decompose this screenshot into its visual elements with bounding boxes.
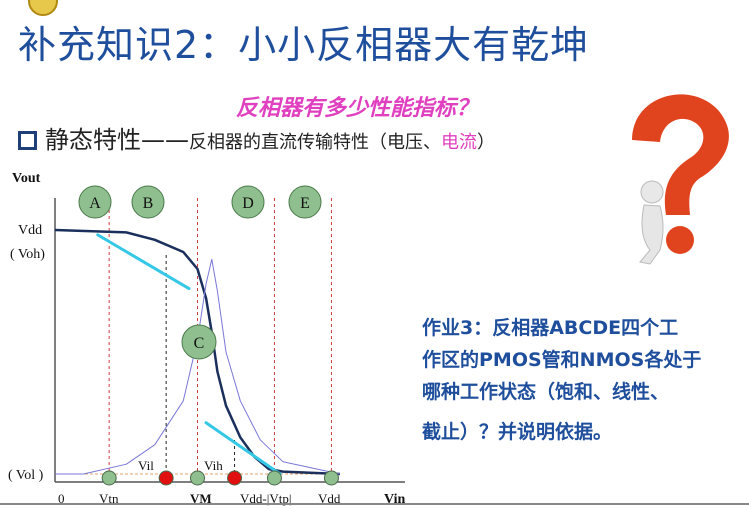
region-b-label: B xyxy=(143,195,154,212)
y-label-vdd: Vdd xyxy=(18,223,42,238)
homework-text: 作业3：反相器ABCDE四个工 作区的PMOS管和NMOS各处于 哪种工作状态（… xyxy=(422,312,749,448)
homework-line-1: 作业3：反相器ABCDE四个工 xyxy=(422,317,679,339)
point-label-vih: Vih xyxy=(204,458,223,473)
homework-line-2: 作区的PMOS管和NMOS各处于 xyxy=(422,349,702,371)
x-tick-vm: VM xyxy=(190,491,212,506)
region-b: B xyxy=(131,185,165,219)
y-label-vol: ( Vol ) xyxy=(8,468,44,483)
region-c: C xyxy=(181,324,217,360)
y-axis-label: Vout xyxy=(12,171,41,186)
region-d: D xyxy=(231,185,265,219)
slide-title: 补充知识2：小小反相器大有乾坤 xyxy=(18,23,590,67)
region-e-label: E xyxy=(300,195,310,212)
region-a-label: A xyxy=(89,195,101,212)
marker-vih xyxy=(227,470,243,486)
tangent-line-2 xyxy=(204,421,282,476)
region-d-label: D xyxy=(242,195,254,212)
y-label-voh: ( Voh) xyxy=(10,247,45,262)
region-a: A xyxy=(78,185,112,219)
bullet-static-characteristics: 静态特性——反相器的直流传输特性（电压、电流） xyxy=(18,120,495,155)
x-tick-0: 0 xyxy=(58,491,65,506)
marker-vdd xyxy=(323,470,339,486)
region-c-label: C xyxy=(194,335,205,352)
homework-line-4: 截止）？并说明依据。 xyxy=(422,421,613,443)
series-line-current xyxy=(55,258,341,475)
question-mark-figure-icon xyxy=(632,94,729,265)
marker-vil xyxy=(158,470,174,486)
bottom-divider xyxy=(0,503,749,505)
point-label-vil: Vil xyxy=(138,458,154,473)
marker-vm xyxy=(190,470,205,486)
marker-vdd-vtp xyxy=(266,470,282,486)
bullet-main-text: 静态特性—— xyxy=(45,126,189,154)
homework-line-3: 哪种工作状态（饱和、线性、 xyxy=(422,381,670,403)
x-tick-vdd: Vdd xyxy=(318,491,341,506)
marker-vtn xyxy=(101,470,117,486)
bullet-close-text: ） xyxy=(477,132,495,153)
x-tick-vdd-vtp: Vdd-|Vtp| xyxy=(240,491,291,506)
square-bullet-icon xyxy=(18,131,37,150)
tangent-line-1 xyxy=(96,233,191,291)
bullet-detail-text: 反相器的直流传输特性（电压、 xyxy=(189,132,441,153)
series-line-vtc xyxy=(54,228,341,476)
region-e: E xyxy=(288,185,322,219)
x-tick-vtn: Vtn xyxy=(99,491,119,506)
slide-subtitle: 反相器有多少性能指标？ xyxy=(236,96,479,121)
bullet-current-text: 电流 xyxy=(441,132,477,153)
